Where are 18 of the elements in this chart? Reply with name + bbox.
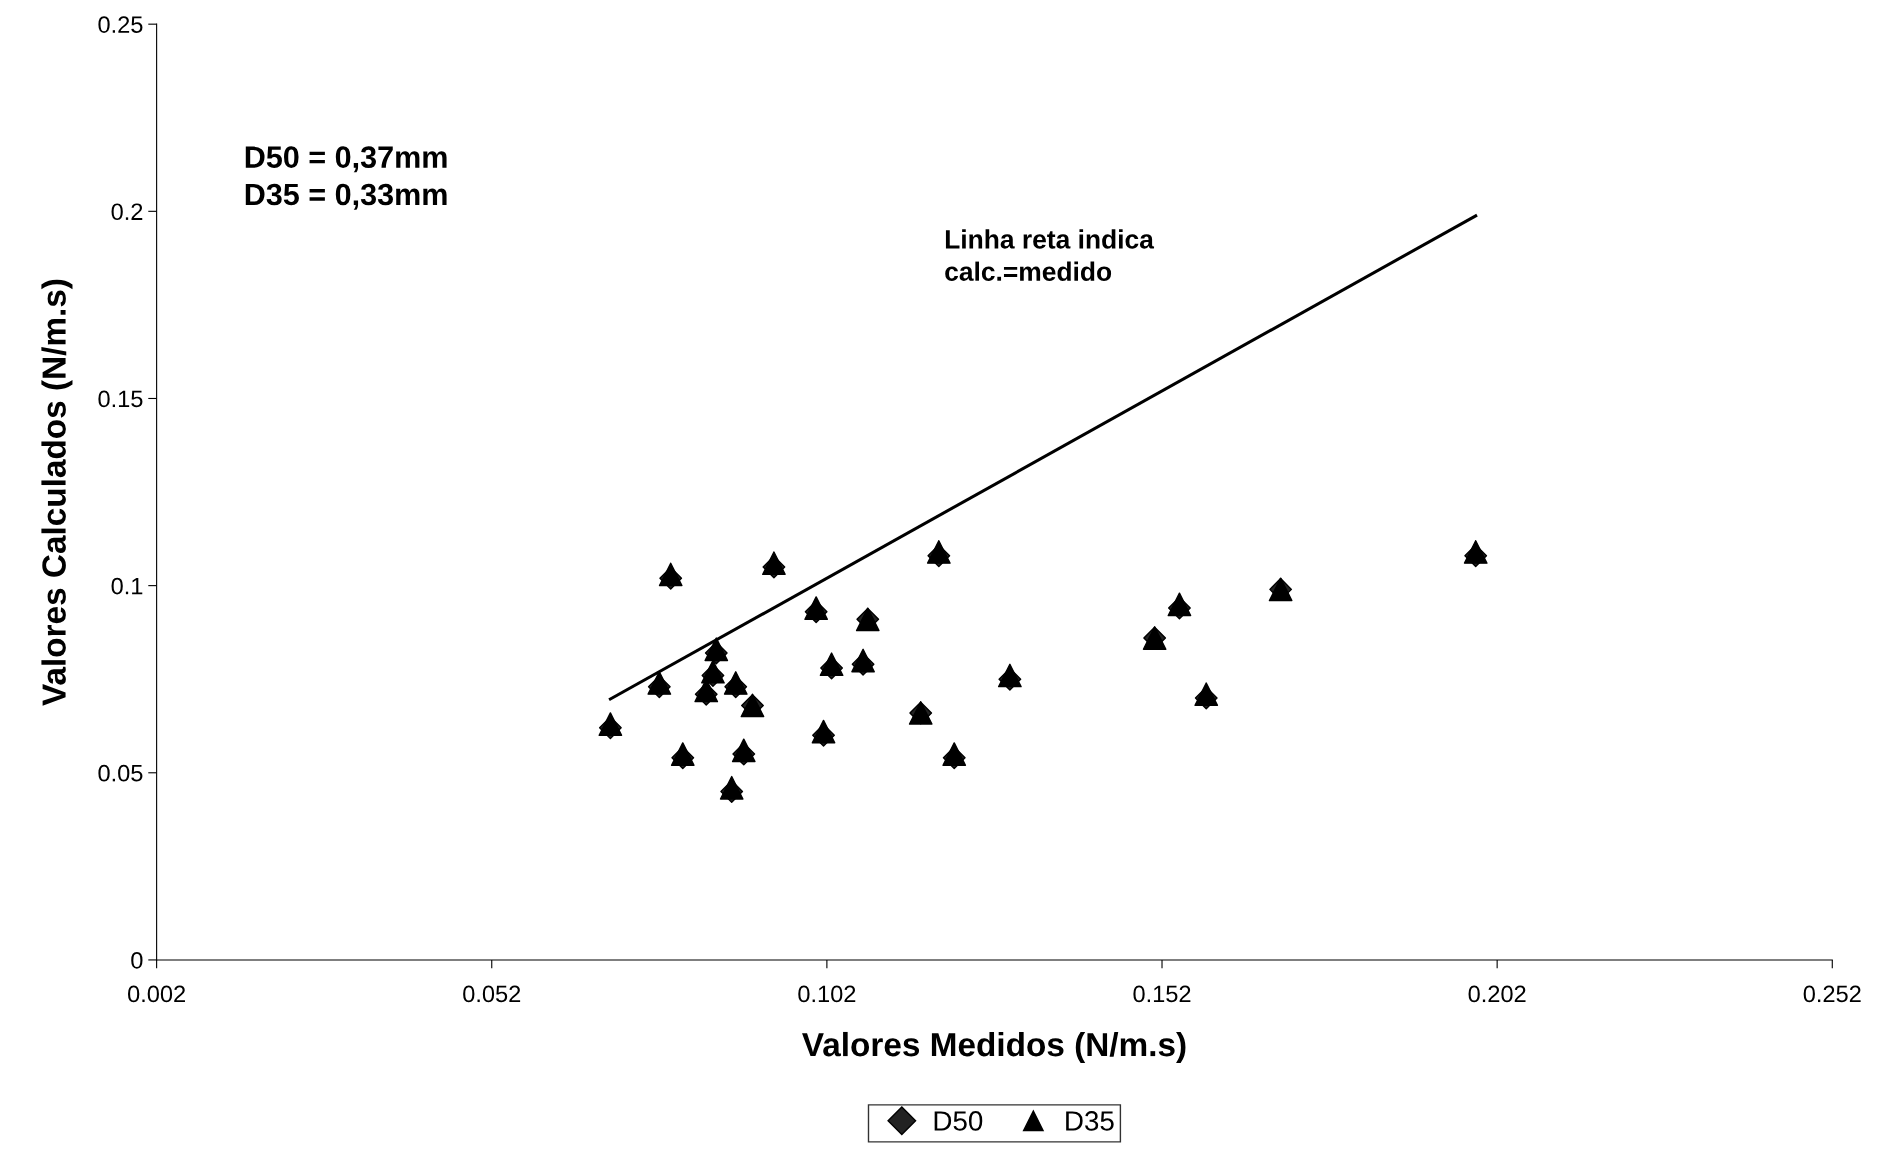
legend-label: D50	[934, 1111, 983, 1131]
y-tick-label: 0.25	[98, 16, 143, 33]
legend-label: D35	[1066, 1111, 1114, 1131]
y-tick-label: 0.15	[98, 390, 143, 408]
x-tick-label: 0.152	[1133, 985, 1191, 1003]
y-tick-label: 0	[131, 952, 143, 969]
x-tick-label: 0.252	[1803, 985, 1861, 1003]
annotation: Linha reta indica calc.=medido	[945, 229, 1155, 281]
y-tick-label: 0.05	[98, 764, 143, 782]
x-tick-label: 0.052	[463, 985, 521, 1003]
y-tick-label: 0.1	[111, 577, 143, 595]
x-tick-label: 0.002	[128, 985, 185, 1003]
x-tick-label: 0.202	[1468, 985, 1526, 1003]
x-tick-label: 0.102	[798, 985, 856, 1003]
y-tick-label: 0.2	[111, 203, 143, 221]
y-axis-title: Valores Calculados (N/m.s)	[41, 279, 73, 706]
x-axis-title: Valores Medidos (N/m.s)	[802, 1031, 1186, 1064]
annotation: D50 = 0,37mm D35 = 0,33mm	[245, 146, 447, 210]
